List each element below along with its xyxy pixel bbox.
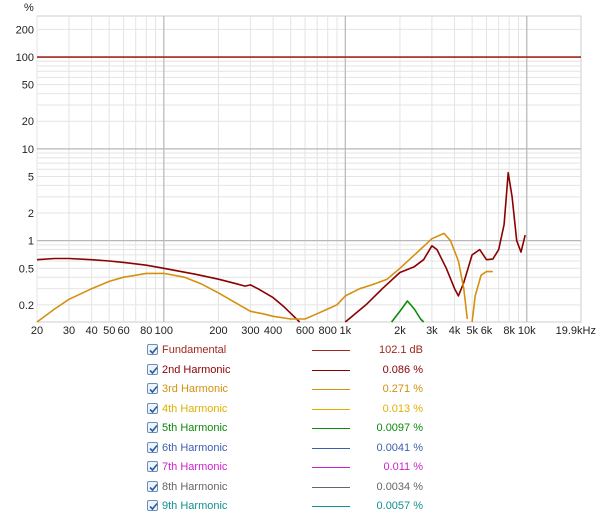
x-tick-label: 4k: [449, 325, 461, 337]
x-tick-label: 10k: [518, 325, 536, 337]
legend-checkbox-2nd-harmonic[interactable]: [147, 363, 158, 375]
legend-swatch: [312, 447, 350, 449]
legend-swatch: [312, 350, 350, 351]
y-tick-label: 2: [28, 208, 34, 220]
legend-row-5th-harmonic: 5th Harmonic 0.0097 %: [147, 419, 587, 439]
legend-label: 7th Harmonic: [162, 461, 228, 473]
y-tick-label: 100: [16, 52, 34, 64]
y-tick-label: 200: [16, 24, 34, 36]
legend-value: 0.0041 %: [376, 441, 423, 454]
legend-value: 0.0034 %: [376, 480, 423, 493]
harmonic-distortion-chart: 20 30 40 50 60 80 100 200 300 400 600 800 1k 2k 3k 4k 5k…: [16, 2, 596, 337]
x-tick-label: 300: [241, 325, 259, 337]
legend-swatch: [312, 428, 350, 429]
x-tick-label: 800: [319, 325, 337, 337]
x-tick-label: 3k: [426, 325, 438, 337]
legend-swatch: [312, 389, 350, 390]
y-axis-label: %: [24, 2, 34, 14]
y-tick-label: 50: [22, 80, 34, 92]
legend-swatch: [312, 506, 350, 507]
legend-row-7th-harmonic: 7th Harmonic 0.011 %: [147, 458, 587, 478]
legend-checkbox-9th-harmonic[interactable]: [147, 500, 158, 511]
legend-label: 8th Harmonic: [162, 480, 228, 493]
legend-checkbox-5th-harmonic[interactable]: [147, 422, 158, 433]
legend-label: Fundamental: [162, 344, 227, 356]
x-tick-label: 100: [155, 325, 173, 337]
legend-label: 5th Harmonic: [162, 422, 228, 434]
series-3rd-harmonic: [36, 232, 469, 323]
y-tick-label: 0.2: [19, 300, 34, 312]
x-tick-label: 2k: [394, 325, 406, 337]
series-3rd-harmonic-cont: [471, 270, 493, 323]
x-tick-label: 8k: [503, 325, 515, 337]
series-2nd-harmonic: [36, 257, 301, 323]
legend-label: 4th Harmonic: [162, 402, 228, 415]
legend-label: 3rd Harmonic: [162, 383, 229, 395]
x-tick-label: 60: [117, 325, 129, 337]
legend-value: 0.0057 %: [376, 500, 423, 512]
legend-checkbox-3rd-harmonic[interactable]: [147, 383, 158, 394]
legend-label: 6th Harmonic: [162, 441, 228, 454]
y-tick-label: 5: [28, 171, 34, 183]
y-tick-label: 1: [28, 236, 34, 248]
legend-row-9th-harmonic: 9th Harmonic 0.0057 %: [147, 497, 587, 517]
legend-checkbox-7th-harmonic[interactable]: [147, 461, 158, 472]
legend-row-4th-harmonic: 4th Harmonic 0.013 %: [147, 400, 587, 420]
x-tick-label: 30: [63, 325, 75, 337]
x-tick-label: 50: [103, 325, 115, 337]
y-tick-label: 10: [22, 144, 34, 156]
x-tick-label: 200: [209, 325, 227, 337]
x-tick-label: 80: [140, 325, 152, 337]
legend-row-fundamental: Fundamental 102.1 dB: [147, 341, 587, 361]
x-tick-label: 20: [31, 325, 43, 337]
legend-value: 0.086 %: [382, 363, 423, 376]
legend-value: 0.013 %: [382, 402, 423, 415]
legend-checkbox-fundamental[interactable]: [147, 344, 158, 355]
series-2nd-harmonic-cont: [344, 171, 526, 323]
x-tick-label: 400: [264, 325, 282, 337]
legend: Fundamental 102.1 dB 2nd Harmonic 0.086 % 3r…: [147, 341, 587, 517]
legend-swatch: [312, 408, 350, 410]
x-tick-label: 40: [86, 325, 98, 337]
legend-row-2nd-harmonic: 2nd Harmonic 0.086 %: [147, 361, 587, 381]
legend-swatch: [312, 369, 350, 371]
legend-row-8th-harmonic: 8th Harmonic 0.0034 %: [147, 478, 587, 498]
legend-label: 2nd Harmonic: [162, 363, 231, 376]
legend-value: 0.271 %: [382, 383, 423, 395]
legend-row-3rd-harmonic: 3rd Harmonic 0.271 %: [147, 380, 587, 400]
x-tick-label: 5k: [466, 325, 478, 337]
legend-row-6th-harmonic: 6th Harmonic 0.0041 %: [147, 439, 587, 459]
legend-swatch: [312, 486, 350, 488]
legend-swatch: [312, 467, 350, 468]
x-tick-label: 600: [296, 325, 314, 337]
y-tick-label: 20: [22, 116, 34, 128]
x-tick-label: 1k: [339, 325, 351, 337]
legend-value: 102.1 dB: [378, 344, 423, 356]
legend-label: 9th Harmonic: [162, 500, 228, 512]
y-tick-label: 0.5: [19, 263, 34, 275]
legend-checkbox-4th-harmonic[interactable]: [147, 402, 158, 414]
x-tick-label: 19.9kHz: [556, 325, 596, 337]
legend-value: 0.011 %: [383, 461, 423, 473]
x-tick-label: 6k: [481, 325, 493, 337]
legend-checkbox-6th-harmonic[interactable]: [147, 441, 158, 453]
legend-value: 0.0097 %: [376, 422, 423, 434]
series-5th-harmonic: [390, 300, 425, 323]
legend-checkbox-8th-harmonic[interactable]: [147, 480, 158, 492]
